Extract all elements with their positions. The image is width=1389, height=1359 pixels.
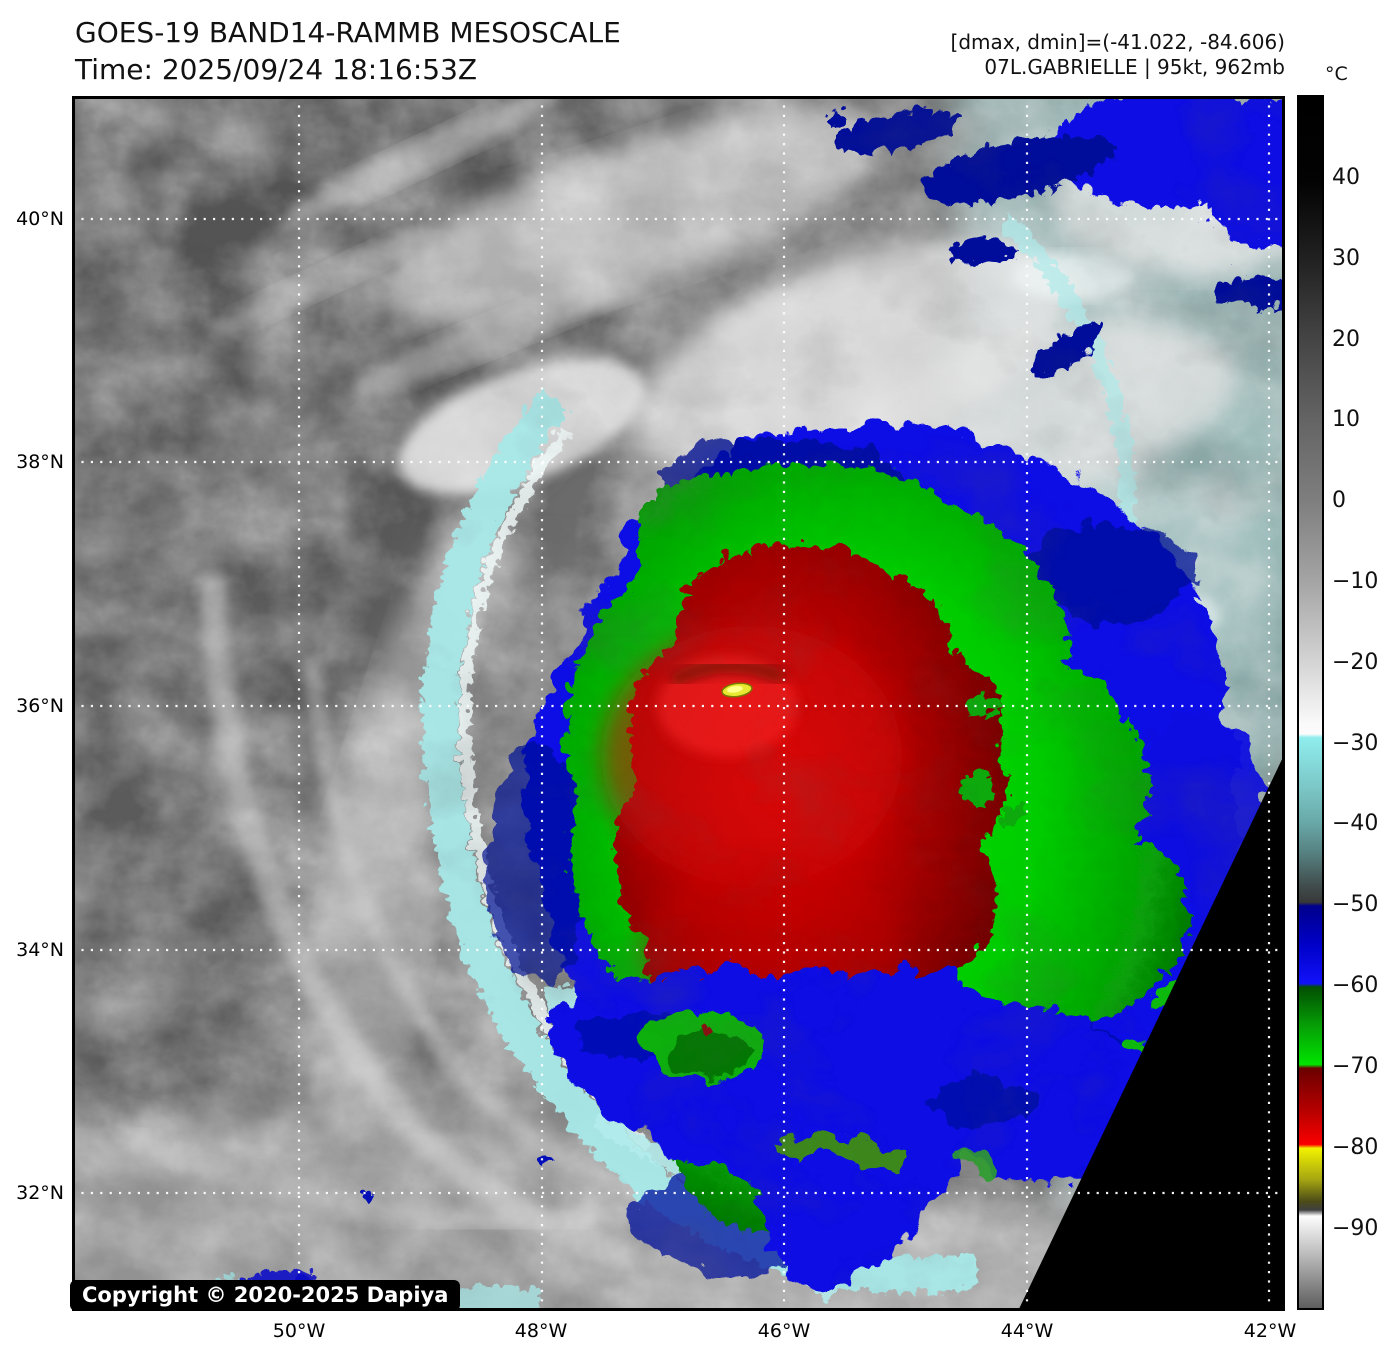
- colorbar-tick-m80: −80: [1332, 1135, 1379, 1160]
- timestamp: Time: 2025/09/24 18:16:53Z: [75, 53, 478, 86]
- colorbar-tick-m90: −90: [1332, 1216, 1379, 1241]
- page-title: GOES-19 BAND14-RAMMB MESOSCALE: [75, 16, 621, 49]
- lat-label-38n: 38°N: [16, 451, 64, 473]
- lat-label-32n: 32°N: [16, 1182, 64, 1204]
- lon-label-42w: 42°W: [1243, 1320, 1297, 1342]
- copyright-badge: Copyright © 2020-2025 Dapiya: [70, 1280, 461, 1311]
- lat-label-34n: 34°N: [16, 939, 64, 961]
- colorbar-tick-m40: −40: [1332, 811, 1379, 836]
- colorbar-tick-m10: −10: [1332, 569, 1379, 594]
- colorbar-tick-10: 10: [1332, 407, 1360, 432]
- colorbar-tick-0: 0: [1332, 488, 1346, 513]
- lat-label-40n: 40°N: [16, 208, 64, 230]
- colorbar-tick-m60: −60: [1332, 973, 1379, 998]
- colorbar-tick-20: 20: [1332, 327, 1360, 352]
- no-data-wedge: [1018, 753, 1285, 1311]
- header-block: GOES-19 BAND14-RAMMB MESOSCALE Time: 202…: [75, 14, 621, 88]
- colorbar-tick-30: 30: [1332, 246, 1360, 271]
- lon-label-48w: 48°W: [514, 1320, 568, 1342]
- colorbar-tick-m20: −20: [1332, 650, 1379, 675]
- colorbar-tick-m70: −70: [1332, 1054, 1379, 1079]
- cloud-noise-dark: [72, 96, 1285, 1311]
- storm-info: 07L.GABRIELLE | 95kt, 962mb: [984, 55, 1285, 79]
- satellite-map: [72, 96, 1285, 1311]
- lat-label-36n: 36°N: [16, 695, 64, 717]
- colorbar-tick-40: 40: [1332, 165, 1360, 190]
- map-border: [72, 96, 1285, 1311]
- lon-label-44w: 44°W: [1000, 1320, 1054, 1342]
- lon-label-50w: 50°W: [272, 1320, 326, 1342]
- annotation-block: [dmax, dmin]=(-41.022, -84.606) 07L.GABR…: [951, 30, 1285, 80]
- colorbar-tick-m30: −30: [1332, 731, 1379, 756]
- colorbar: [1297, 95, 1324, 1310]
- colorbar-tick-m50: −50: [1332, 892, 1379, 917]
- dmax-dmin-readout: [dmax, dmin]=(-41.022, -84.606): [950, 30, 1285, 54]
- lon-label-46w: 46°W: [757, 1320, 811, 1342]
- colorbar-unit: °C: [1325, 63, 1348, 85]
